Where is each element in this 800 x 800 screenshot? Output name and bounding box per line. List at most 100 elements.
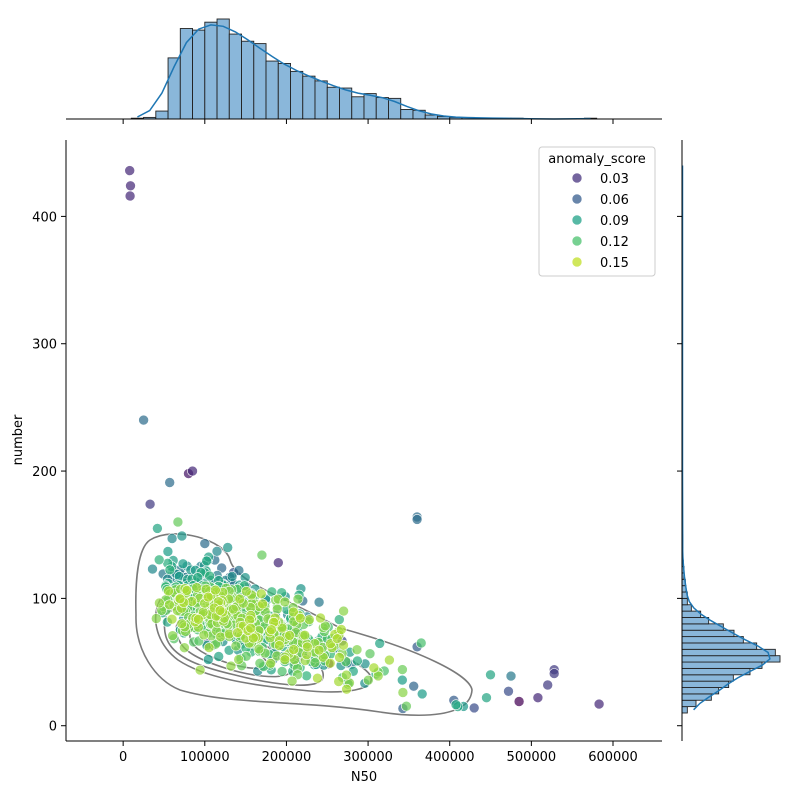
top-histogram-bar <box>192 29 206 120</box>
legend-entry-label: 0.09 <box>600 214 629 229</box>
scatter-point <box>299 629 311 641</box>
scatter-point <box>279 654 291 666</box>
scatter-point <box>124 165 135 176</box>
right-histogram-bar <box>681 699 697 708</box>
scatter-point <box>408 680 420 692</box>
scatter-point <box>302 641 313 653</box>
top-histogram-bar <box>216 18 230 120</box>
scatter-point <box>225 660 237 672</box>
scatter-point <box>338 639 349 651</box>
scatter-point <box>416 688 428 700</box>
scatter-point <box>151 613 162 624</box>
legend-marker <box>571 256 583 268</box>
scatter-point <box>203 654 214 665</box>
y-tick-label: 400 <box>32 210 57 225</box>
y-tick-label: 300 <box>32 338 57 353</box>
scatter-point <box>241 585 252 597</box>
scatter-point <box>176 618 188 630</box>
scatter-point <box>193 613 204 625</box>
x-tick-label: 100000 <box>180 750 230 765</box>
scatter-point <box>334 652 345 663</box>
scatter-point <box>276 666 288 677</box>
scatter-point <box>333 676 345 687</box>
scatter-point <box>194 664 206 676</box>
scatter-point <box>144 498 156 510</box>
scatter-point <box>254 657 266 669</box>
scatter-point <box>593 698 605 710</box>
scatter-point <box>253 643 265 655</box>
top-histogram-bar <box>204 21 218 120</box>
top-histogram-bar <box>265 60 279 120</box>
scatter-point <box>265 657 277 669</box>
right-histogram-bar <box>681 661 763 669</box>
top-marginal-histogram <box>130 18 598 120</box>
scatter-point <box>368 662 380 674</box>
top-histogram-bar <box>155 110 169 120</box>
right-histogram-bar <box>681 648 776 657</box>
x-axis-ticks: 0 100000 200000 300000 400000 500000 600000 <box>119 741 638 765</box>
scatter-point <box>286 675 298 687</box>
scatter-point <box>248 632 259 644</box>
x-tick-label: 0 <box>119 750 127 765</box>
scatter-point <box>228 603 239 615</box>
scatter-point <box>384 654 395 666</box>
scatter-point <box>288 606 299 618</box>
scatter-point <box>485 669 496 681</box>
scatter-point <box>396 674 408 686</box>
top-histogram-bar <box>424 114 438 120</box>
right-histogram-bar <box>681 667 751 676</box>
scatter-point <box>233 654 244 665</box>
right-histogram-bar <box>681 597 688 606</box>
top-histogram-bar <box>375 97 389 120</box>
scatter-point <box>245 622 256 634</box>
scatter-point <box>303 614 315 626</box>
scatter-point <box>364 648 376 660</box>
scatter-point <box>198 629 210 641</box>
top-histogram-bar <box>363 93 377 120</box>
scatter-point <box>362 674 374 686</box>
top-histogram-bar <box>253 43 267 120</box>
x-tick-label: 300000 <box>343 750 393 765</box>
top-histogram-bar <box>314 80 328 120</box>
right-histogram-bar <box>681 687 720 695</box>
scatter-point <box>202 591 214 603</box>
scatter-point <box>292 593 304 605</box>
scatter-point <box>312 672 323 684</box>
right-marginal-kde-curve <box>681 165 771 711</box>
y-tick-label: 100 <box>32 592 57 607</box>
scatter-point <box>288 644 300 655</box>
scatter-point <box>548 668 560 679</box>
top-histogram-bar <box>339 87 353 120</box>
top-histogram-bar <box>277 62 291 120</box>
y-axis-label: number <box>11 414 26 465</box>
right-histogram-bar <box>681 636 744 644</box>
scatter-point <box>176 530 188 542</box>
scatter-point <box>542 679 554 691</box>
x-tick-label: 400000 <box>425 750 475 765</box>
scatter-point <box>257 598 268 610</box>
top-histogram-bar <box>228 33 242 120</box>
scatter-point <box>172 516 184 528</box>
scatter-point <box>152 523 163 534</box>
scatter-point <box>154 597 165 609</box>
scatter-point <box>233 565 245 576</box>
scatter-point <box>338 605 349 617</box>
x-tick-label: 600000 <box>588 750 638 765</box>
scatter-point <box>341 683 352 695</box>
legend-entries: 0.03 0.06 0.09 0.12 0.15 <box>571 172 629 271</box>
scatter-point <box>331 633 343 645</box>
right-histogram-bar <box>681 655 781 663</box>
scatter-point <box>163 585 174 597</box>
scatter-point <box>211 545 223 557</box>
scatter-point <box>191 582 202 593</box>
y-tick-label: 200 <box>32 465 57 480</box>
scatter-point <box>179 642 190 654</box>
legend-entry-label: 0.03 <box>600 172 629 187</box>
x-tick-label: 200000 <box>262 750 312 765</box>
scatter-point <box>319 620 331 632</box>
right-marginal-histogram <box>681 534 781 714</box>
top-histogram-bar <box>241 40 255 120</box>
scatter-point <box>174 593 186 605</box>
scatter-point <box>335 624 347 635</box>
